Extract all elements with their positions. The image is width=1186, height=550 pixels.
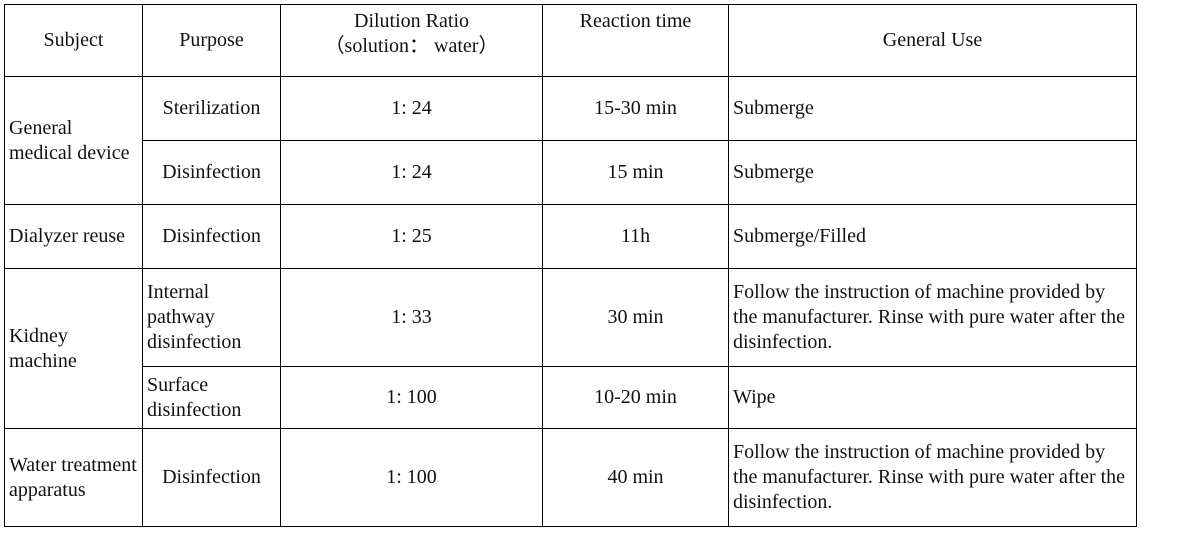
cell-purpose: Surface disinfection (142, 366, 281, 429)
table-row: General medical device Sterilization 1: … (4, 76, 1137, 205)
header-dilution-line2: （solution： water） (324, 35, 499, 57)
table-row: Kidney machine Internal pathway disinfec… (4, 268, 1137, 429)
cell-use: Submerge (728, 140, 1137, 205)
cell-purpose: Disinfection (142, 204, 281, 269)
cell-time: 11h (542, 204, 729, 269)
disinfection-table: Subject Purpose Dilution Ratio （solution… (4, 4, 1137, 527)
header-general-use: General Use (728, 4, 1137, 77)
header-reaction-time: Reaction time (542, 4, 729, 77)
table-row: Water treatment apparatus Disinfection 1… (4, 428, 1137, 527)
cell-dilution: 1: 24 (280, 140, 543, 205)
cell-dilution: 1: 100 (280, 366, 543, 429)
cell-use: Follow the instruction of machine provid… (728, 428, 1137, 527)
cell-use: Submerge/Filled (728, 204, 1137, 269)
cell-time: 30 min (542, 268, 729, 367)
cell-purpose: Disinfection (142, 428, 281, 527)
cell-use: Follow the instruction of machine provid… (728, 268, 1137, 367)
cell-subject: Dialyzer reuse (4, 204, 143, 269)
table-row: Surface disinfection 1: 100 10-20 min Wi… (5, 366, 1137, 429)
cell-dilution: 1: 25 (280, 204, 543, 269)
header-dilution-line1: Dilution Ratio (354, 10, 469, 32)
cell-purpose: Internal pathway disinfection (142, 268, 281, 367)
header-purpose: Purpose (142, 4, 281, 77)
table-row: Dialyzer reuse Disinfection 1: 25 11h Su… (4, 204, 1137, 269)
cell-use: Wipe (728, 366, 1137, 429)
header-dilution: Dilution Ratio （solution： water） (280, 4, 543, 77)
cell-dilution: 1: 33 (280, 268, 543, 367)
cell-time: 15-30 min (542, 76, 729, 141)
table-row: Disinfection 1: 24 15 min Submerge (5, 140, 1137, 205)
cell-subject: Water treatment apparatus (4, 428, 143, 527)
header-row: Subject Purpose Dilution Ratio （solution… (4, 4, 1137, 77)
cell-subject: Kidney machine (4, 268, 143, 429)
cell-time: 40 min (542, 428, 729, 527)
cell-time: 15 min (542, 140, 729, 205)
cell-purpose: Disinfection (142, 140, 281, 205)
cell-dilution: 1: 100 (280, 428, 543, 527)
cell-dilution: 1: 24 (280, 76, 543, 141)
cell-time: 10-20 min (542, 366, 729, 429)
header-subject: Subject (4, 4, 143, 77)
cell-subject: General medical device (4, 76, 143, 205)
cell-purpose: Sterilization (142, 76, 281, 141)
cell-use: Submerge (728, 76, 1137, 141)
